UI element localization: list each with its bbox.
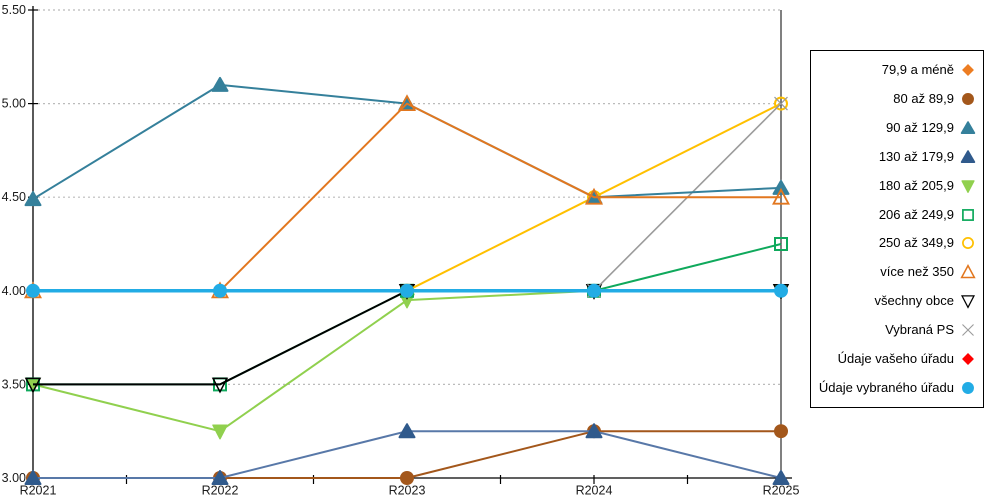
legend-item-vsechny-obce: všechny obce xyxy=(815,292,977,310)
legend-item-130-az-179-9: 130 až 179,9 xyxy=(815,148,977,166)
legend-item-label: Údaje vybraného úřadu xyxy=(818,379,954,395)
legend-item-vybrana-ps: Vybraná PS xyxy=(815,321,977,339)
legend-box: 79,9 a méně 80 až 89,9 90 až 129,9 130 až 1… xyxy=(810,50,984,408)
206-az-249-9-marker-icon xyxy=(962,208,974,221)
79-9-a-mene-marker-icon xyxy=(962,64,974,76)
legend-item-label: Vybraná PS xyxy=(885,322,954,338)
legend-item-label: více než 350 xyxy=(880,264,954,280)
series-line xyxy=(33,430,781,479)
x-tick-label: R2024 xyxy=(576,484,613,498)
legend-item-label: 79,9 a méně xyxy=(881,62,954,77)
250-az-349-9-marker-icon xyxy=(962,237,974,250)
80-az-89-9-marker-icon xyxy=(962,92,974,105)
series-line xyxy=(33,243,782,386)
x-tick-label: R2022 xyxy=(202,484,239,498)
legend-item-180-az-205-9: 180 až 205,9 xyxy=(815,177,977,195)
legend-item-udaje-vybraneho-uradu: Údaje vybraného úřadu xyxy=(815,379,977,397)
legend-item-206-az-249-9: 206 až 249,9 xyxy=(815,206,977,224)
vsechny-obce-marker-icon xyxy=(961,295,975,310)
legend-item-label: 180 až 205,9 xyxy=(878,177,954,193)
x-tick-label: R2021 xyxy=(20,484,57,498)
series-130-az-179-9 xyxy=(24,423,790,485)
legend-item-label: Údaje vašeho úřadu xyxy=(837,351,954,367)
y-tick-label: 5.50 xyxy=(2,3,26,17)
legend-item-label: 80 až 89,9 xyxy=(893,90,954,106)
90-az-129-9-marker-icon xyxy=(960,121,976,134)
vybrana-ps-marker-icon xyxy=(962,324,974,337)
y-tick-label: 5.00 xyxy=(2,97,26,111)
y-tick-label: 3.00 xyxy=(2,471,26,485)
y-tick-label: 4.50 xyxy=(2,190,26,204)
x-tick-label: R2025 xyxy=(763,484,800,498)
legend-item-label: všechny obce xyxy=(874,293,955,309)
legend-item-label: 130 až 179,9 xyxy=(878,148,954,164)
x-tick-label: R2023 xyxy=(389,484,426,498)
series-180-az-205-9 xyxy=(25,284,789,440)
legend-item-label: 90 až 129,9 xyxy=(886,119,954,135)
legend-item-80-az-89-9: 80 až 89,9 xyxy=(815,90,977,108)
y-tick-label: 4.00 xyxy=(2,284,26,298)
udaje-vaseho-uradu-marker-icon xyxy=(962,353,974,366)
legend-item-250-az-349-9: 250 až 349,9 xyxy=(815,234,977,252)
vice-nez-350-marker-icon xyxy=(960,264,976,279)
series-line xyxy=(33,430,782,479)
130-az-179-9-marker-icon xyxy=(960,149,976,163)
udaje-vybraneho-uradu-marker-icon xyxy=(962,382,974,394)
legend-item-90-az-129-9: 90 až 129,9 xyxy=(815,119,977,137)
y-tick-label: 3.50 xyxy=(2,377,26,391)
legend-item-udaje-vaseho-uradu: Údaje vašeho úřadu xyxy=(815,350,977,368)
series-line xyxy=(32,289,781,433)
legend-item-vice-nez-350: více než 350 xyxy=(815,263,977,281)
series-udaje-vybraneho-uradu xyxy=(26,283,788,298)
legend-item-label: 250 až 349,9 xyxy=(878,235,954,251)
legend-item-79-9-a-mene: 79,9 a méně xyxy=(815,61,977,79)
legend-item-label: 206 až 249,9 xyxy=(878,206,954,222)
series-206-az-249-9 xyxy=(26,237,788,392)
180-az-205-9-marker-icon xyxy=(961,179,975,193)
